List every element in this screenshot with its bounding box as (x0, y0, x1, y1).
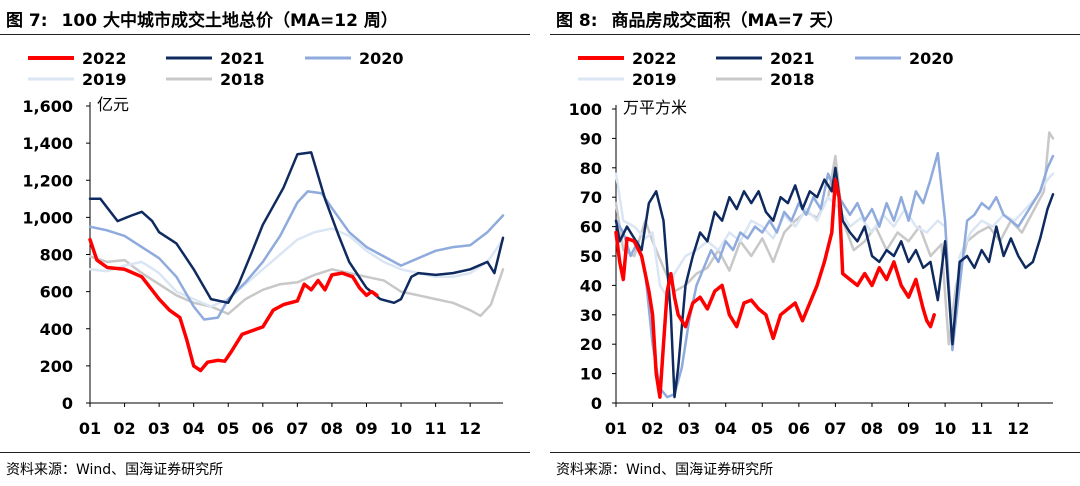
y-tick-label: 1,000 (22, 208, 73, 227)
x-tick-label: 10 (934, 419, 956, 438)
figure-title-text: 100 大中城市成交土地总价（MA=12 周） (61, 11, 398, 31)
series-line-2020 (614, 151, 1055, 399)
chart-panel-land-price: 图 7: 100 大中城市成交土地总价（MA=12 周） 2022 2021 2020… (0, 0, 530, 486)
x-tick-label: 01 (79, 419, 101, 438)
y-tick-label: 200 (40, 357, 73, 376)
legend-item-2022: 2022 (578, 49, 677, 68)
source-rule (0, 452, 530, 453)
figure-title-text: 商品房成交面积（MA=7 天） (611, 11, 844, 31)
legend-label-2021: 2021 (770, 49, 815, 68)
x-tick-label: 05 (751, 419, 773, 438)
legend-item-2021: 2021 (716, 49, 815, 68)
source-rule (550, 452, 1080, 453)
legend-item-2020: 2020 (855, 49, 954, 68)
source-note: 资料来源：Wind、国海证券研究所 (556, 462, 774, 478)
y-axis-unit-label: 万平方米 (623, 98, 687, 117)
series-line-2021 (88, 151, 505, 305)
x-tick-label: 09 (355, 419, 377, 438)
series-line-2020 (88, 190, 505, 321)
y-tick-label: 90 (580, 129, 602, 148)
legend-label-2018: 2018 (770, 70, 815, 89)
series-line-2021 (614, 166, 1055, 399)
y-tick-label: 30 (580, 306, 602, 325)
x-tick-label: 10 (390, 419, 412, 438)
x-tick-label: 06 (252, 419, 274, 438)
y-tick-label: 20 (580, 335, 602, 354)
x-tick-label: 11 (424, 419, 446, 438)
chart-panel-housing-sales: 图 8: 商品房成交面积（MA=7 天） 2022 2021 2020 2019 2018… (550, 0, 1080, 486)
y-tick-label: 800 (40, 246, 73, 265)
legend-item-2020: 2020 (305, 49, 404, 68)
y-tick-label: 400 (40, 320, 73, 339)
y-tick-label: 1,400 (22, 134, 73, 153)
legend-label-2018: 2018 (220, 70, 265, 89)
y-tick-label: 100 (569, 100, 602, 119)
series-line-2018 (88, 255, 505, 318)
y-tick-label: 70 (580, 188, 602, 207)
legend-item-2018: 2018 (166, 70, 265, 89)
y-tick-label: 50 (580, 247, 602, 266)
legend-item-2019: 2019 (578, 70, 677, 89)
x-tick-label: 03 (678, 419, 700, 438)
legend-item-2019: 2019 (28, 70, 127, 89)
x-tick-label: 08 (321, 419, 343, 438)
x-tick-label: 01 (605, 419, 627, 438)
x-tick-label: 12 (1007, 419, 1029, 438)
figure-title: 图 8: 商品房成交面积（MA=7 天） (556, 6, 844, 31)
figure-title: 图 7: 100 大中城市成交土地总价（MA=12 周） (6, 6, 398, 31)
x-tick-label: 06 (788, 419, 810, 438)
y-axis-unit-label: 亿元 (97, 95, 129, 114)
y-tick-label: 1,600 (22, 97, 73, 116)
x-tick-label: 08 (861, 419, 883, 438)
legend-label-2021: 2021 (220, 49, 265, 68)
x-tick-label: 12 (459, 419, 481, 438)
series-line-2019 (88, 227, 505, 308)
figure-number: 图 7: (6, 11, 48, 31)
legend-label-2020: 2020 (359, 49, 404, 68)
legend-label-2019: 2019 (632, 70, 677, 89)
y-tick-label: 40 (580, 276, 602, 295)
legend-item-2021: 2021 (166, 49, 265, 68)
legend-item-2018: 2018 (716, 70, 815, 89)
title-rule (0, 34, 530, 35)
title-rule (550, 34, 1080, 35)
y-tick-label: 1,200 (22, 171, 73, 190)
series-line-2022 (614, 177, 936, 399)
y-tick-label: 60 (580, 218, 602, 237)
legend-label-2022: 2022 (82, 49, 127, 68)
x-tick-label: 07 (824, 419, 846, 438)
y-tick-label: 0 (62, 394, 73, 413)
legend-item-2022: 2022 (28, 49, 127, 68)
x-tick-label: 11 (971, 419, 993, 438)
x-tick-label: 02 (113, 419, 135, 438)
series-line-2022 (88, 237, 379, 373)
x-tick-label: 02 (641, 419, 663, 438)
series-line-2018 (614, 131, 1055, 346)
x-tick-label: 07 (286, 419, 308, 438)
x-tick-label: 04 (715, 419, 737, 438)
x-tick-label: 09 (897, 419, 919, 438)
legend-label-2019: 2019 (82, 70, 127, 89)
land-price-line-chart: 2022 2021 2020 2019 2018 0 200 400 600 800 1,000 1,… (22, 49, 505, 438)
y-tick-label: 80 (580, 159, 602, 178)
y-tick-label: 0 (591, 394, 602, 413)
x-tick-label: 03 (148, 419, 170, 438)
source-note: 资料来源：Wind、国海证券研究所 (6, 462, 224, 478)
legend-label-2022: 2022 (632, 49, 677, 68)
y-tick-label: 10 (580, 365, 602, 384)
x-tick-label: 04 (183, 419, 205, 438)
y-tick-label: 600 (40, 283, 73, 302)
figure-number: 图 8: (556, 11, 598, 31)
legend-label-2020: 2020 (909, 49, 954, 68)
x-tick-label: 05 (217, 419, 239, 438)
